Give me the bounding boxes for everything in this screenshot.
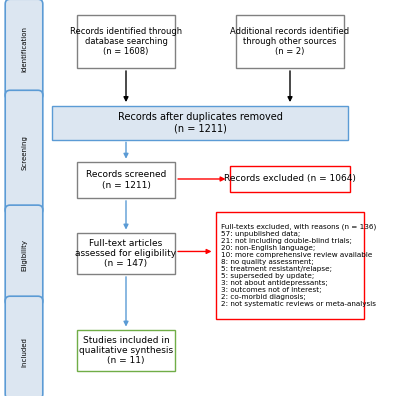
FancyBboxPatch shape	[77, 329, 175, 371]
FancyBboxPatch shape	[216, 212, 364, 319]
Text: Studies included in
qualitative synthesis
(n = 11): Studies included in qualitative synthesi…	[79, 335, 173, 366]
Text: Records after duplicates removed
(n = 1211): Records after duplicates removed (n = 12…	[118, 112, 282, 133]
FancyBboxPatch shape	[77, 15, 175, 68]
FancyBboxPatch shape	[5, 90, 43, 215]
FancyBboxPatch shape	[5, 0, 43, 100]
FancyBboxPatch shape	[236, 15, 344, 68]
Text: Records excluded (n = 1064): Records excluded (n = 1064)	[224, 175, 356, 183]
Text: Additional records identified
through other sources
(n = 2): Additional records identified through ot…	[230, 27, 350, 57]
Text: Full-text articles
assessed for eligibility
(n = 147): Full-text articles assessed for eligibil…	[76, 238, 176, 268]
FancyBboxPatch shape	[230, 166, 350, 192]
FancyBboxPatch shape	[5, 296, 43, 396]
Text: Records identified through
database searching
(n = 1608): Records identified through database sear…	[70, 27, 182, 57]
FancyBboxPatch shape	[77, 162, 175, 198]
FancyBboxPatch shape	[77, 232, 175, 274]
Text: Eligibility: Eligibility	[21, 240, 27, 271]
FancyBboxPatch shape	[5, 205, 43, 306]
Text: Included: Included	[21, 337, 27, 367]
Text: Identification: Identification	[21, 27, 27, 72]
Text: Screening: Screening	[21, 135, 27, 170]
Text: Full-texts excluded, with reasons (n = 136)
57: unpublished data;
21: not includ: Full-texts excluded, with reasons (n = 1…	[221, 224, 376, 307]
Text: Records screened
(n = 1211): Records screened (n = 1211)	[86, 171, 166, 190]
FancyBboxPatch shape	[52, 106, 348, 140]
